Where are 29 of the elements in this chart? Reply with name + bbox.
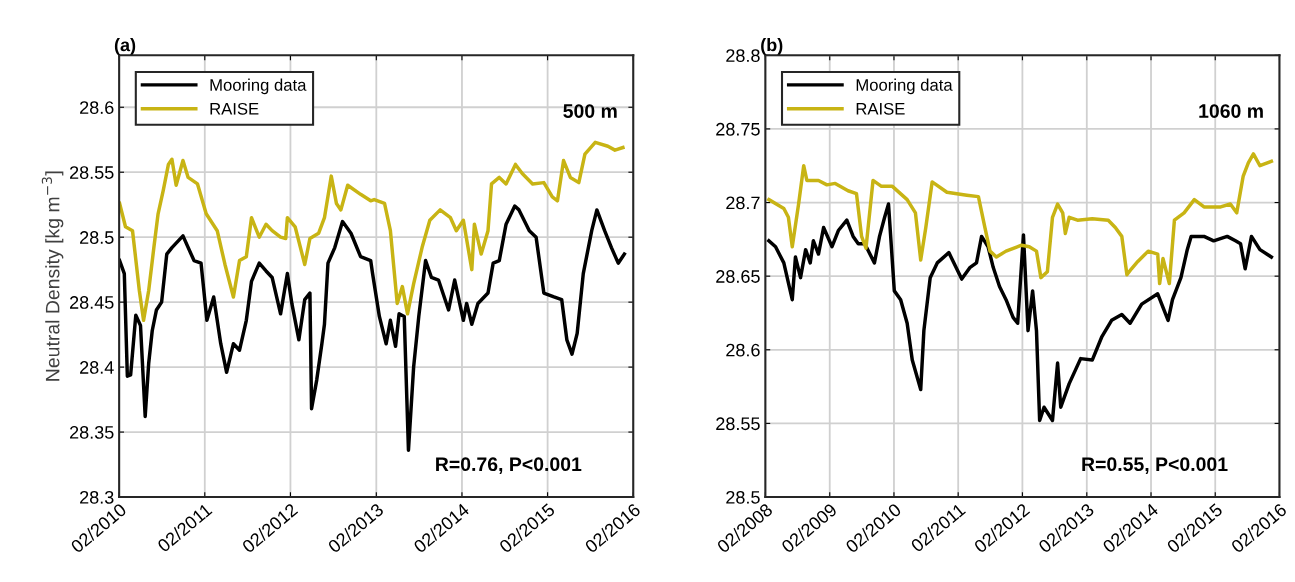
line-series	[119, 204, 627, 452]
y-axis-title: Neutral Density [kg m$^{−3}$]	[41, 171, 64, 381]
y-tick-label: 28.6	[80, 101, 114, 114]
y-tick-label: 28.5	[80, 231, 114, 244]
line-series	[767, 152, 1274, 286]
y-tick-label: 28.55	[70, 166, 114, 179]
y-tick-label: 28.55	[716, 417, 760, 431]
y-tick-label: 28.5	[726, 490, 760, 504]
chart-title: (b)	[761, 38, 783, 55]
annotation: R=0.76, P<0.001	[436, 457, 582, 474]
y-tick-label: 28.8	[726, 49, 760, 63]
line-series	[767, 202, 1274, 423]
y-tick-label: 28.35	[70, 426, 114, 439]
chart-title: (a)	[114, 38, 136, 55]
line-series	[119, 140, 625, 323]
y-tick-label: 28.3	[80, 490, 114, 504]
annotation: R=0.55, P<0.001	[1082, 457, 1228, 474]
y-tick-label: 28.75	[716, 122, 760, 136]
annotation: 500 m	[563, 104, 617, 118]
legend-label: Mooring data	[856, 78, 953, 95]
legend-label: RAISE	[210, 102, 259, 115]
y-tick-label: 28.45	[70, 296, 114, 309]
y-tick-label: 28.65	[716, 270, 760, 283]
y-tick-label: 28.6	[726, 343, 760, 357]
legend-label: Mooring data	[210, 78, 307, 95]
y-tick-label: 28.4	[80, 361, 114, 374]
annotation: 1060 m	[1199, 104, 1263, 118]
legend-label: RAISE	[856, 102, 905, 115]
y-tick-label: 28.7	[726, 196, 760, 210]
